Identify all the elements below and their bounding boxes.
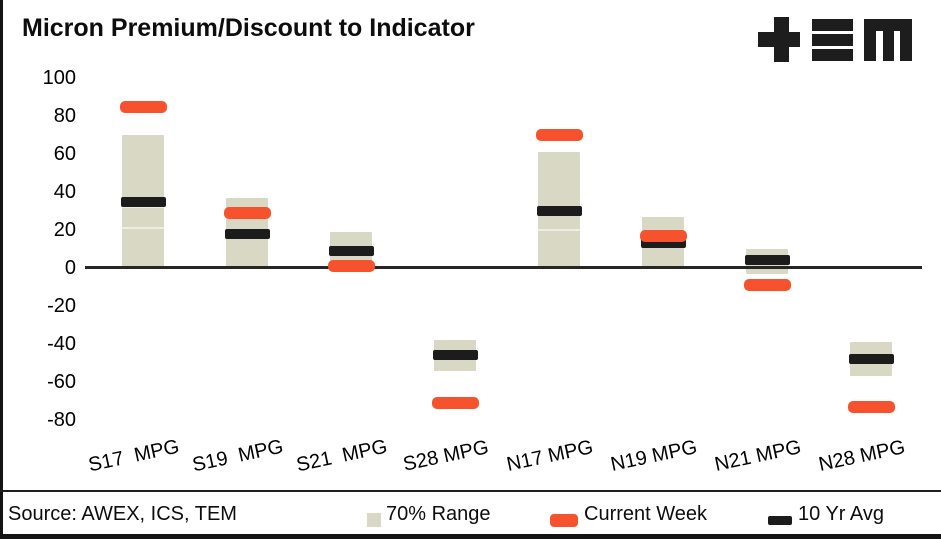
source-note: Source: AWEX, ICS, TEM <box>8 503 237 525</box>
legend-swatch-rounded <box>550 514 578 527</box>
ten-yr-avg-marker <box>225 228 270 239</box>
x-axis-line <box>85 266 922 269</box>
ten-yr-avg-marker <box>329 245 374 256</box>
legend-label: 10 Yr Avg <box>798 503 884 525</box>
x-axis-label: N19 MPG <box>608 436 700 476</box>
logo-plus-icon <box>758 32 800 47</box>
left-border <box>0 0 3 539</box>
y-tick-label: 100 <box>42 67 76 89</box>
current-week-marker <box>640 229 687 242</box>
legend-label: Current Week <box>584 503 708 525</box>
range-segment-divider <box>122 227 164 230</box>
y-tick-label: -80 <box>47 409 76 431</box>
x-axis-label: S21 MPG <box>294 435 390 477</box>
bottom-border <box>0 534 941 539</box>
y-tick-label: 60 <box>53 143 76 165</box>
range-segment-divider <box>538 229 580 231</box>
range-segment-divider <box>122 206 164 209</box>
y-tick-label: 20 <box>53 219 76 241</box>
logo-triple-bar-icon <box>812 19 853 31</box>
logo-triple-bar-icon <box>812 49 853 61</box>
y-tick-label: 40 <box>53 181 76 203</box>
ten-yr-avg-marker <box>745 255 790 266</box>
ten-yr-avg-marker <box>641 238 686 249</box>
y-tick-label: 80 <box>53 105 76 127</box>
ten-yr-avg-marker <box>849 354 894 365</box>
ten-yr-avg-marker <box>433 350 478 361</box>
legend-swatch-dash <box>768 516 792 525</box>
x-axis-label: N21 MPG <box>712 436 804 476</box>
y-tick-label: -40 <box>47 333 76 355</box>
tem-logo <box>757 17 913 63</box>
current-week-marker <box>536 129 583 141</box>
legend-label: 70% Range <box>386 503 491 525</box>
logo-m-icon <box>883 19 894 61</box>
current-week-marker <box>224 206 271 219</box>
chart-title: Micron Premium/Discount to Indicator <box>22 14 475 42</box>
ten-yr-avg-marker <box>537 206 582 216</box>
current-week-marker <box>432 396 479 409</box>
logo-m-icon <box>864 19 876 61</box>
y-tick-label: -20 <box>47 295 76 317</box>
current-week-marker <box>744 279 791 292</box>
legend-swatch-square <box>367 513 381 527</box>
x-axis-label: S17 MPG <box>86 435 182 477</box>
x-axis-label: N17 MPG <box>504 436 596 476</box>
logo-triple-bar-icon <box>812 34 853 46</box>
current-week-marker <box>120 100 167 113</box>
y-tick-label: -60 <box>47 371 76 393</box>
x-axis-label: S19 MPG <box>190 435 286 477</box>
footer-divider <box>0 490 941 492</box>
logo-m-icon <box>900 19 912 61</box>
x-axis-label: S28 MPG <box>401 436 491 476</box>
current-week-marker <box>848 400 895 413</box>
x-axis-label: N28 MPG <box>816 436 908 476</box>
ten-yr-avg-marker <box>121 196 166 207</box>
y-tick-label: 0 <box>64 257 76 279</box>
current-week-marker <box>328 260 375 273</box>
